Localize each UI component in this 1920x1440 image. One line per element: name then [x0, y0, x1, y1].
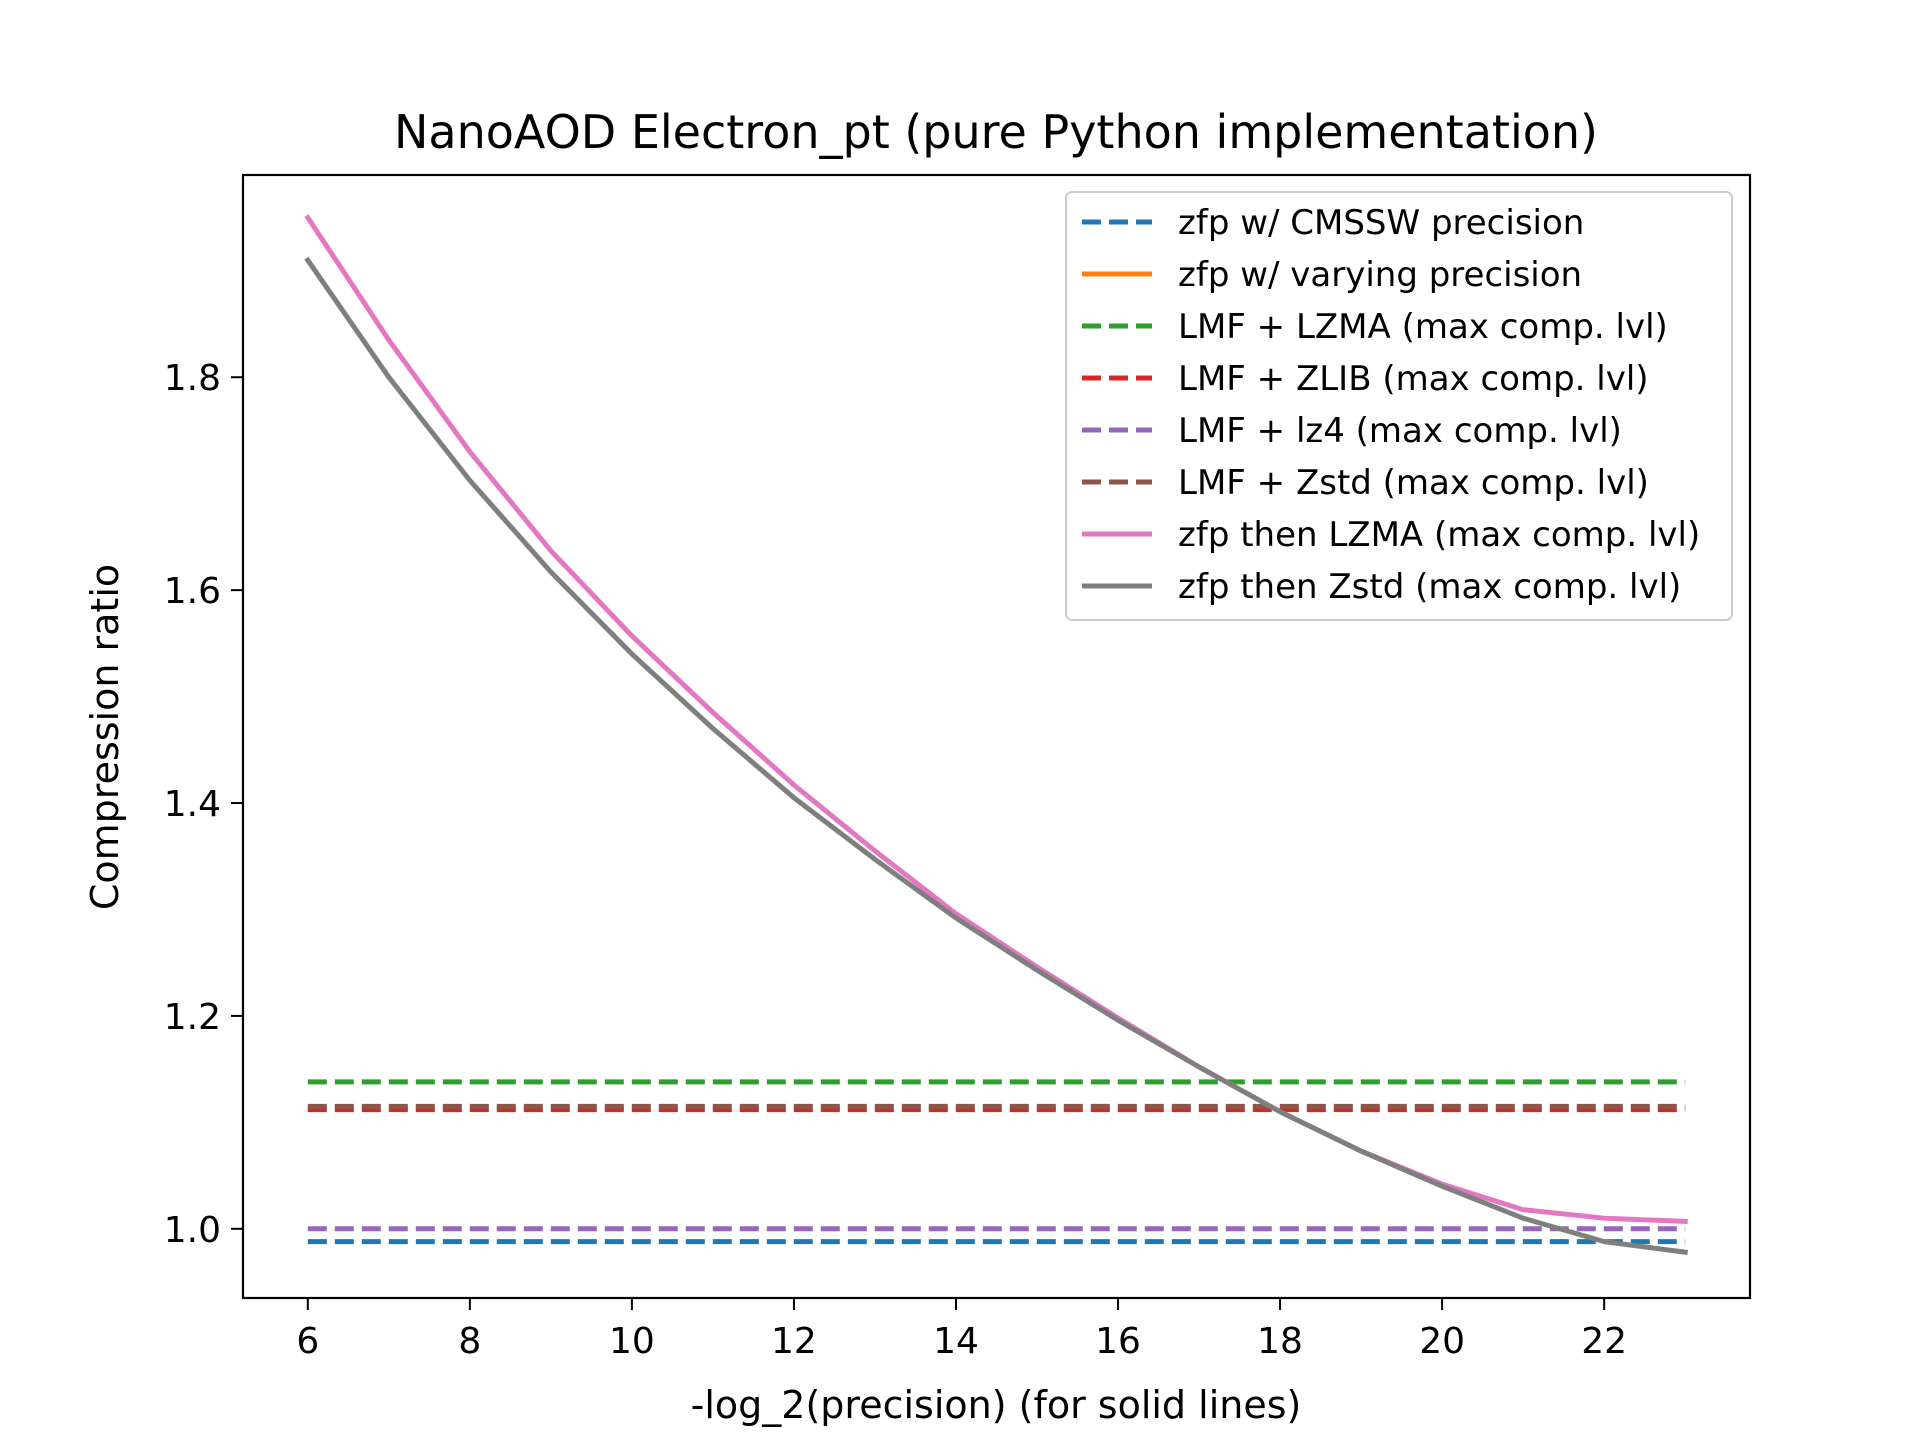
series-line-zfp-then-zstd-max-comp-lvl [304, 256, 1689, 1256]
legend-box [1065, 191, 1733, 621]
y-tick-label: 1.0 [164, 1210, 221, 1251]
y-tick-label: 1.6 [164, 571, 221, 612]
x-tick-label: 20 [1419, 1321, 1465, 1362]
chart-title: NanoAOD Electron_pt (pure Python impleme… [394, 105, 1598, 159]
legend-item-zfp-then-lzma-max-comp-lvl: zfp then LZMA (max comp. lvl) [1082, 515, 1700, 555]
x-axis-ticks: 6 8 10 12 14 16 18 20 22 [296, 1298, 1627, 1362]
plot-area-frame [241, 173, 1752, 1300]
legend-label: zfp w/ varying precision [1178, 255, 1582, 295]
legend-item-lmf-lz4-max-comp-lvl: LMF + lz4 (max comp. lvl) [1082, 411, 1622, 451]
legend-label: zfp w/ CMSSW precision [1178, 203, 1584, 243]
y-tick-label: 1.4 [164, 784, 221, 825]
series-layer [304, 214, 1689, 1256]
x-tick-label: 16 [1095, 1321, 1141, 1362]
legend-label: zfp then LZMA (max comp. lvl) [1178, 515, 1700, 555]
series-line-zfp-then-lzma-max-comp-lvl [304, 214, 1688, 1224]
legend-label: LMF + LZMA (max comp. lvl) [1178, 307, 1668, 347]
x-tick-label: 6 [296, 1321, 319, 1362]
legend-label: LMF + ZLIB (max comp. lvl) [1178, 359, 1649, 399]
x-axis-label: -log_2(precision) (for solid lines) [691, 1383, 1302, 1427]
legend-item-zfp-w-varying-precision: zfp w/ varying precision [1082, 255, 1582, 295]
chart-legend: zfp w/ CMSSW precision zfp w/ varying pre… [1065, 191, 1733, 621]
legend-item-lmf-zstd-max-comp-lvl: LMF + Zstd (max comp. lvl) [1082, 463, 1649, 503]
legend-label: zfp then Zstd (max comp. lvl) [1178, 567, 1681, 607]
x-tick-label: 22 [1581, 1321, 1627, 1362]
x-tick-label: 8 [458, 1321, 481, 1362]
y-tick-label: 1.8 [164, 358, 221, 399]
x-tick-label: 10 [609, 1321, 655, 1362]
y-axis-ticks: 1.0 1.2 1.4 1.6 1.8 [164, 358, 243, 1251]
legend-label: LMF + lz4 (max comp. lvl) [1178, 411, 1622, 451]
x-tick-label: 14 [933, 1321, 979, 1362]
legend-item-lmf-zlib-max-comp-lvl: LMF + ZLIB (max comp. lvl) [1082, 359, 1649, 399]
x-tick-label: 12 [771, 1321, 817, 1362]
y-axis-label: Compression ratio [83, 564, 127, 910]
y-tick-label: 1.2 [164, 997, 221, 1038]
legend-item-zfp-then-zstd-max-comp-lvl: zfp then Zstd (max comp. lvl) [1082, 567, 1681, 607]
legend-item-zfp-w-cmssw-precision: zfp w/ CMSSW precision [1082, 203, 1584, 243]
x-tick-label: 18 [1257, 1321, 1303, 1362]
legend-label: LMF + Zstd (max comp. lvl) [1178, 463, 1649, 503]
legend-item-lmf-lzma-max-comp-lvl: LMF + LZMA (max comp. lvl) [1082, 307, 1668, 347]
